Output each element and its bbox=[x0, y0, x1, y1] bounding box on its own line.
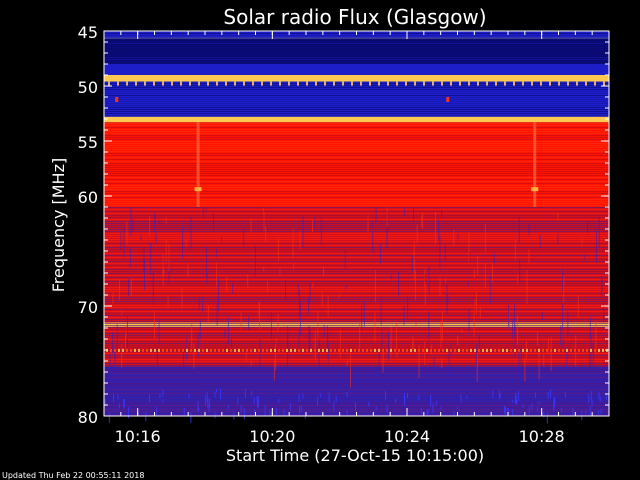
plot-area bbox=[103, 30, 610, 424]
y-axis: 45 50 55 60 70 80 bbox=[78, 23, 609, 427]
x-axis-label: Start Time (27-Oct-15 10:15:00) bbox=[226, 446, 484, 465]
y-tick-label-3: 60 bbox=[78, 188, 98, 207]
y-tick-label-0: 45 bbox=[78, 23, 98, 42]
marker-51-0 bbox=[115, 97, 119, 102]
line-45 bbox=[104, 37, 609, 39]
y-tick-label-5: 80 bbox=[78, 408, 98, 427]
band-5 bbox=[104, 116, 609, 123]
updated-timestamp: Updated Thu Feb 22 00:55:11 2018 bbox=[2, 471, 144, 480]
burst-streak-1 bbox=[533, 122, 537, 207]
burst-spot-0 bbox=[194, 187, 202, 192]
y-tick-label-4: 70 bbox=[78, 298, 98, 317]
chart-title: Solar radio Flux (Glasgow) bbox=[223, 5, 486, 29]
y-tick-label-1: 50 bbox=[78, 78, 98, 97]
marker-51-1 bbox=[446, 97, 450, 102]
band-6 bbox=[104, 122, 609, 207]
y-tick-label-2: 55 bbox=[78, 133, 98, 152]
band-2 bbox=[104, 64, 609, 75]
x-axis: 10:16 10:20 10:24 10:28 bbox=[115, 31, 593, 446]
band-8 bbox=[104, 322, 609, 327]
spectral-texture bbox=[104, 31, 609, 424]
burst-streak-0 bbox=[196, 122, 200, 207]
y-axis-label: Frequency [MHz] bbox=[49, 158, 68, 292]
x-tick-label-3: 10:28 bbox=[519, 427, 565, 446]
x-tick-label-0: 10:16 bbox=[115, 427, 161, 446]
burst-spot-1 bbox=[531, 187, 539, 192]
band-9 bbox=[104, 326, 609, 367]
x-tick-label-1: 10:20 bbox=[249, 427, 295, 446]
x-tick-label-2: 10:24 bbox=[384, 427, 430, 446]
band-3 bbox=[104, 75, 609, 82]
